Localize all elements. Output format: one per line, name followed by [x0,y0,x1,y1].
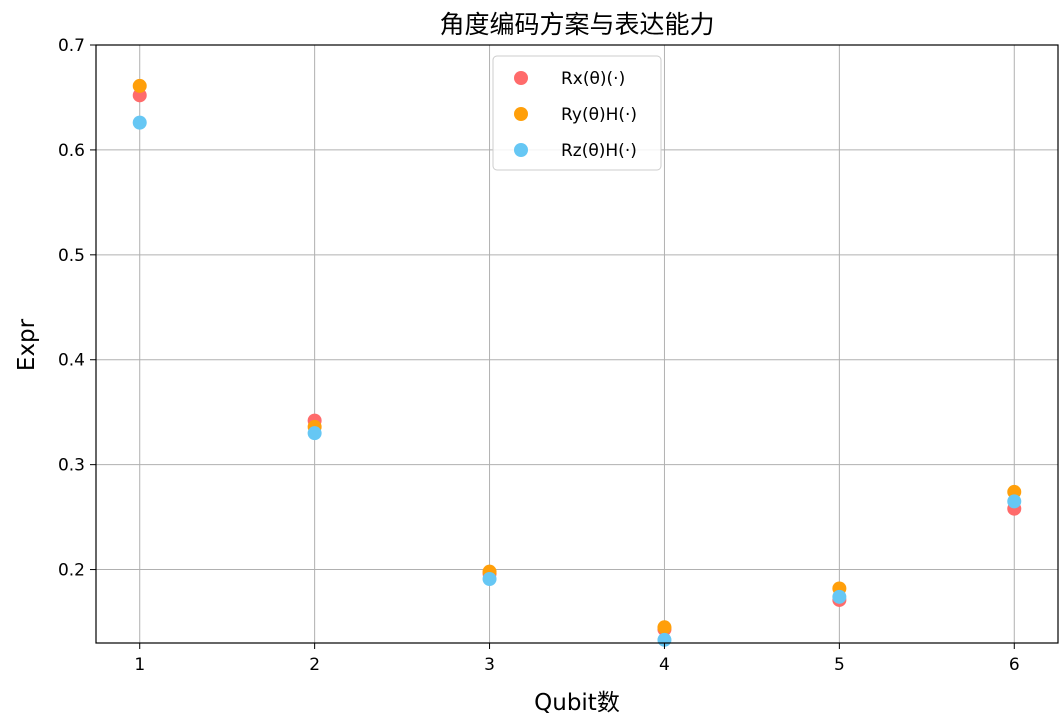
y-axis-ticks: 0.2 0.3 0.4 0.5 0.6 0.7 [58,36,96,581]
x-tick-label: 2 [309,655,320,675]
legend-marker [514,71,528,85]
data-points [132,78,1022,647]
legend-label: Rx(θ)(·) [561,69,625,89]
y-tick-label: 0.7 [58,36,85,56]
legend-marker [514,143,528,157]
data-point [307,426,322,441]
plot-frame [95,44,1059,644]
x-tick-label: 1 [134,655,145,675]
x-tick-label: 3 [484,655,495,675]
legend-marker [514,107,528,121]
legend-label: Ry(θ)H(·) [561,105,637,125]
x-axis-ticks: 1 2 3 4 5 6 [134,643,1020,675]
data-point [657,620,672,635]
y-tick-label: 0.5 [58,246,85,266]
x-tick-label: 4 [659,655,670,675]
y-tick-label: 0.2 [58,561,85,581]
chart-title: 角度编码方案与表达能力 [439,10,714,39]
x-tick-label: 5 [834,655,845,675]
y-tick-label: 0.3 [58,456,85,476]
legend: Rx(θ)(·) Ry(θ)H(·) Rz(θ)H(·) [492,55,662,171]
x-tick-label: 6 [1009,655,1020,675]
data-point [1007,494,1022,509]
legend-box [492,55,662,171]
data-point [132,115,147,130]
data-point [132,78,147,93]
y-tick-label: 0.6 [58,141,85,161]
data-point [482,572,497,587]
data-point [832,589,847,604]
x-axis-label: Qubit数 [534,690,620,716]
y-tick-label: 0.4 [58,351,85,371]
legend-label: Rz(θ)H(·) [561,141,637,161]
y-axis-label: Expr [14,318,40,371]
